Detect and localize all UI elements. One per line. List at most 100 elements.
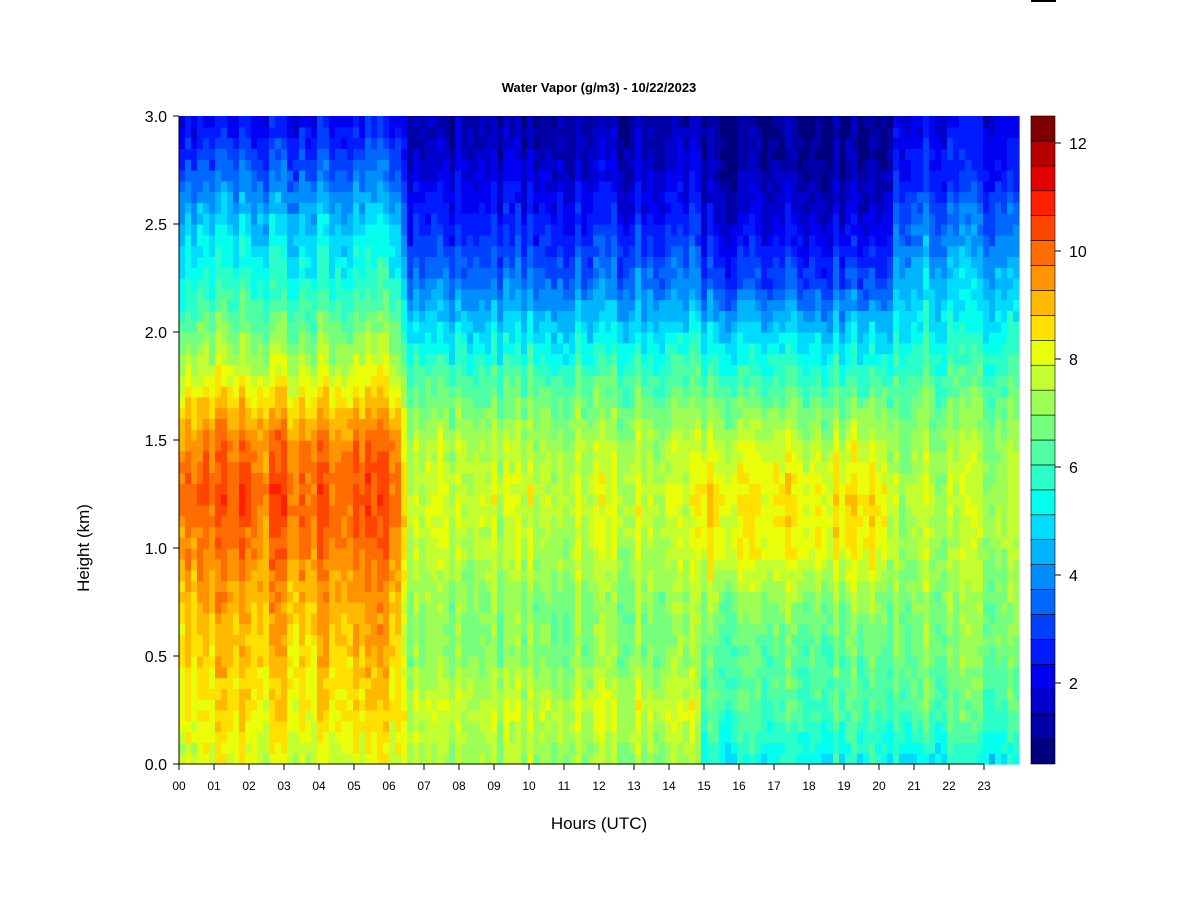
heatmap-cell (581, 753, 588, 765)
heatmap-cell (329, 224, 336, 236)
heatmap-cell (425, 666, 432, 679)
heatmap-cell (491, 159, 498, 171)
heatmap-cell (503, 234, 510, 247)
heatmap-cell (581, 569, 588, 581)
heatmap-cell (275, 591, 282, 603)
heatmap-cell (575, 720, 582, 733)
heatmap-cell (365, 332, 372, 344)
heatmap-cell (539, 126, 546, 139)
heatmap-cell (275, 180, 282, 193)
heatmap-cell (185, 126, 192, 139)
heatmap-cell (665, 396, 672, 409)
heatmap-cell (413, 526, 420, 538)
heatmap-cell (653, 699, 660, 711)
heatmap-cell (569, 494, 576, 506)
heatmap-cell (239, 742, 246, 754)
heatmap-cell (563, 720, 570, 733)
heatmap-cell (581, 548, 588, 560)
heatmap-cell (479, 278, 486, 290)
heatmap-cell (419, 245, 426, 257)
heatmap-cell (473, 558, 480, 571)
heatmap-cell (323, 342, 330, 355)
heatmap-cell (671, 699, 678, 711)
heatmap-cell (299, 634, 306, 646)
heatmap-cell (299, 472, 306, 484)
heatmap-cell (335, 548, 342, 560)
heatmap-cell (551, 688, 558, 700)
heatmap-cell (479, 386, 486, 398)
heatmap-cell (623, 461, 630, 473)
heatmap-cell (341, 450, 348, 463)
heatmap-cell (251, 602, 258, 614)
heatmap-cell (665, 342, 672, 355)
heatmap-cell (593, 580, 600, 592)
heatmap-cell (215, 116, 222, 128)
heatmap-cell (185, 159, 192, 171)
heatmap-cell (641, 591, 648, 603)
heatmap-cell (485, 332, 492, 344)
heatmap-cell (209, 580, 216, 592)
heatmap-cell (323, 753, 330, 765)
heatmap-cell (431, 353, 438, 365)
heatmap-cell (347, 191, 354, 203)
heatmap-cell (641, 375, 648, 387)
heatmap-cell (275, 288, 282, 301)
heatmap-cell (209, 364, 216, 376)
heatmap-cell (359, 245, 366, 257)
heatmap-cell (623, 548, 630, 560)
heatmap-cell (635, 677, 642, 689)
heatmap-cell (269, 461, 276, 473)
heatmap-cell (299, 494, 306, 506)
heatmap-cell (443, 353, 450, 365)
heatmap-cell (197, 310, 204, 322)
heatmap-cell (179, 191, 186, 203)
heatmap-cell (575, 548, 582, 560)
heatmap-cell (641, 126, 648, 139)
heatmap-cell (593, 656, 600, 668)
heatmap-cell (503, 450, 510, 463)
heatmap-cell (419, 396, 426, 409)
heatmap-cell (197, 461, 204, 473)
heatmap-cell (191, 666, 198, 679)
heatmap-cell (545, 407, 552, 419)
heatmap-cell (239, 375, 246, 387)
heatmap-cell (263, 591, 270, 603)
heatmap-cell (563, 591, 570, 603)
heatmap-cell (503, 569, 510, 581)
heatmap-cell (377, 526, 384, 538)
heatmap-cell (551, 332, 558, 344)
heatmap-cell (587, 526, 594, 538)
heatmap-cell (371, 537, 378, 549)
heatmap-cell (485, 396, 492, 409)
heatmap-cell (311, 213, 318, 225)
heatmap-cell (311, 472, 318, 484)
heatmap-cell (617, 591, 624, 603)
heatmap-cell (503, 364, 510, 376)
heatmap-cell (599, 234, 606, 247)
heatmap-cell (425, 688, 432, 700)
heatmap-cell (623, 310, 630, 322)
heatmap-cell (281, 494, 288, 506)
heatmap-cell (395, 656, 402, 668)
heatmap-cell (383, 731, 390, 743)
heatmap-cell (203, 267, 210, 279)
heatmap-cell (281, 569, 288, 581)
heatmap-cell (233, 494, 240, 506)
heatmap-cell (527, 677, 534, 689)
heatmap-cell (533, 580, 540, 592)
heatmap-cell (269, 548, 276, 560)
heatmap-cell (179, 710, 186, 722)
heatmap-cell (485, 494, 492, 506)
heatmap-cell (455, 332, 462, 344)
heatmap-cell (449, 710, 456, 722)
heatmap-cell (203, 278, 210, 290)
heatmap-cell (659, 483, 666, 495)
heatmap-cell (419, 332, 426, 344)
heatmap-cell (659, 429, 666, 441)
heatmap-cell (617, 310, 624, 322)
heatmap-cell (461, 720, 468, 733)
heatmap-cell (557, 612, 564, 625)
heatmap-cell (665, 224, 672, 236)
heatmap-cell (269, 494, 276, 506)
heatmap-cell (341, 483, 348, 495)
